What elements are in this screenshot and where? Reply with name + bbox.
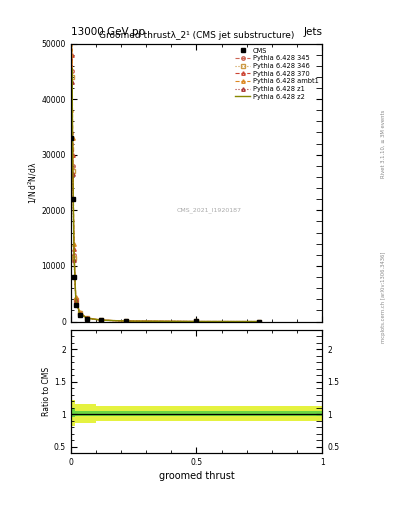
Pythia 6.428 346 xyxy=(73,297,78,303)
Pythia 6.428 345 xyxy=(257,318,262,325)
Pythia 6.428 345 xyxy=(99,317,103,323)
Pythia 6.428 z1 xyxy=(194,318,199,325)
Pythia 6.428 345 xyxy=(70,163,75,169)
Pythia 6.428 ambt1 xyxy=(69,107,74,113)
Pythia 6.428 z1 xyxy=(69,146,74,152)
Pythia 6.428 z2 xyxy=(124,318,129,324)
Pythia 6.428 z2 xyxy=(194,318,199,325)
Pythia 6.428 370 xyxy=(73,295,78,301)
Pythia 6.428 z2 xyxy=(70,66,74,72)
CMS xyxy=(85,316,90,322)
Pythia 6.428 z2 xyxy=(72,250,76,257)
Pythia 6.428 346 xyxy=(85,315,90,322)
Pythia 6.428 z1 xyxy=(85,315,90,322)
Pythia 6.428 z1 xyxy=(70,79,74,86)
CMS xyxy=(72,274,76,280)
Line: Pythia 6.428 346: Pythia 6.428 346 xyxy=(70,75,261,323)
Pythia 6.428 z2 xyxy=(69,138,74,144)
Pythia 6.428 345 xyxy=(194,318,199,325)
Pythia 6.428 370 xyxy=(70,52,74,58)
CMS xyxy=(124,318,129,324)
Pythia 6.428 345 xyxy=(69,140,74,146)
Pythia 6.428 z2 xyxy=(257,318,262,325)
X-axis label: groomed thrust: groomed thrust xyxy=(159,471,234,481)
Pythia 6.428 z2 xyxy=(85,315,90,321)
Pythia 6.428 370 xyxy=(124,318,129,324)
Pythia 6.428 z1 xyxy=(77,311,82,317)
Pythia 6.428 370 xyxy=(69,130,74,136)
Pythia 6.428 346 xyxy=(99,317,103,323)
Pythia 6.428 z1 xyxy=(99,317,103,323)
Text: 13000 GeV pp: 13000 GeV pp xyxy=(71,27,145,37)
Y-axis label: Ratio to CMS: Ratio to CMS xyxy=(42,367,51,416)
Pythia 6.428 370 xyxy=(70,152,75,158)
CMS xyxy=(194,318,199,325)
Pythia 6.428 345 xyxy=(124,318,129,324)
Line: Pythia 6.428 z1: Pythia 6.428 z1 xyxy=(70,81,261,323)
Line: Pythia 6.428 z2: Pythia 6.428 z2 xyxy=(72,69,259,322)
Pythia 6.428 346 xyxy=(124,318,129,324)
CMS xyxy=(99,317,103,324)
Pythia 6.428 ambt1 xyxy=(72,241,76,247)
Pythia 6.428 ambt1 xyxy=(99,317,103,323)
Text: CMS_2021_I1920187: CMS_2021_I1920187 xyxy=(176,207,242,213)
Pythia 6.428 345 xyxy=(70,68,74,74)
Pythia 6.428 346 xyxy=(70,74,74,80)
Pythia 6.428 z2 xyxy=(70,160,75,166)
Pythia 6.428 ambt1 xyxy=(124,318,129,324)
Pythia 6.428 346 xyxy=(257,318,262,325)
Pythia 6.428 z1 xyxy=(124,318,129,324)
Pythia 6.428 ambt1 xyxy=(70,29,74,35)
Line: Pythia 6.428 370: Pythia 6.428 370 xyxy=(70,53,261,323)
Pythia 6.428 370 xyxy=(194,318,199,325)
CMS xyxy=(73,302,78,308)
Pythia 6.428 ambt1 xyxy=(77,309,82,315)
Line: Pythia 6.428 ambt1: Pythia 6.428 ambt1 xyxy=(70,31,261,323)
Pythia 6.428 346 xyxy=(72,254,76,261)
Pythia 6.428 ambt1 xyxy=(257,318,262,325)
CMS xyxy=(257,318,262,325)
Pythia 6.428 370 xyxy=(77,310,82,316)
CMS xyxy=(77,312,82,318)
Pythia 6.428 345 xyxy=(77,310,82,316)
Pythia 6.428 z1 xyxy=(257,318,262,325)
Pythia 6.428 346 xyxy=(194,318,199,325)
Line: Pythia 6.428 345: Pythia 6.428 345 xyxy=(70,70,261,323)
Pythia 6.428 ambt1 xyxy=(194,318,199,325)
Pythia 6.428 z1 xyxy=(73,297,78,304)
Pythia 6.428 z2 xyxy=(73,296,78,302)
Pythia 6.428 346 xyxy=(69,146,74,152)
Pythia 6.428 345 xyxy=(72,252,76,258)
Line: CMS: CMS xyxy=(69,136,262,324)
Text: Rivet 3.1.10, ≥ 3M events: Rivet 3.1.10, ≥ 3M events xyxy=(381,109,386,178)
Title: Groomed thrustλ_2¹ (CMS jet substructure): Groomed thrustλ_2¹ (CMS jet substructure… xyxy=(99,31,294,40)
Pythia 6.428 346 xyxy=(77,310,82,316)
Pythia 6.428 370 xyxy=(72,246,76,252)
Text: Jets: Jets xyxy=(303,27,322,37)
Pythia 6.428 370 xyxy=(85,315,90,321)
Pythia 6.428 345 xyxy=(73,296,78,303)
Pythia 6.428 ambt1 xyxy=(70,135,75,141)
Pythia 6.428 ambt1 xyxy=(73,293,78,300)
CMS xyxy=(70,196,75,202)
Text: mcplots.cern.ch [arXiv:1306.3436]: mcplots.cern.ch [arXiv:1306.3436] xyxy=(381,251,386,343)
Pythia 6.428 346 xyxy=(70,168,75,175)
Pythia 6.428 z2 xyxy=(77,310,82,316)
CMS xyxy=(69,135,74,141)
Legend: CMS, Pythia 6.428 345, Pythia 6.428 346, Pythia 6.428 370, Pythia 6.428 ambt1, P: CMS, Pythia 6.428 345, Pythia 6.428 346,… xyxy=(235,47,319,100)
Pythia 6.428 370 xyxy=(257,318,262,325)
Pythia 6.428 z1 xyxy=(72,258,76,264)
Pythia 6.428 345 xyxy=(85,315,90,321)
Pythia 6.428 ambt1 xyxy=(85,315,90,321)
Pythia 6.428 370 xyxy=(99,317,103,323)
Pythia 6.428 z2 xyxy=(99,317,103,323)
Y-axis label: $\mathrm{1/N\,d^2N/d\lambda}$: $\mathrm{1/N\,d^2N/d\lambda}$ xyxy=(26,161,39,204)
Pythia 6.428 z1 xyxy=(70,171,75,177)
